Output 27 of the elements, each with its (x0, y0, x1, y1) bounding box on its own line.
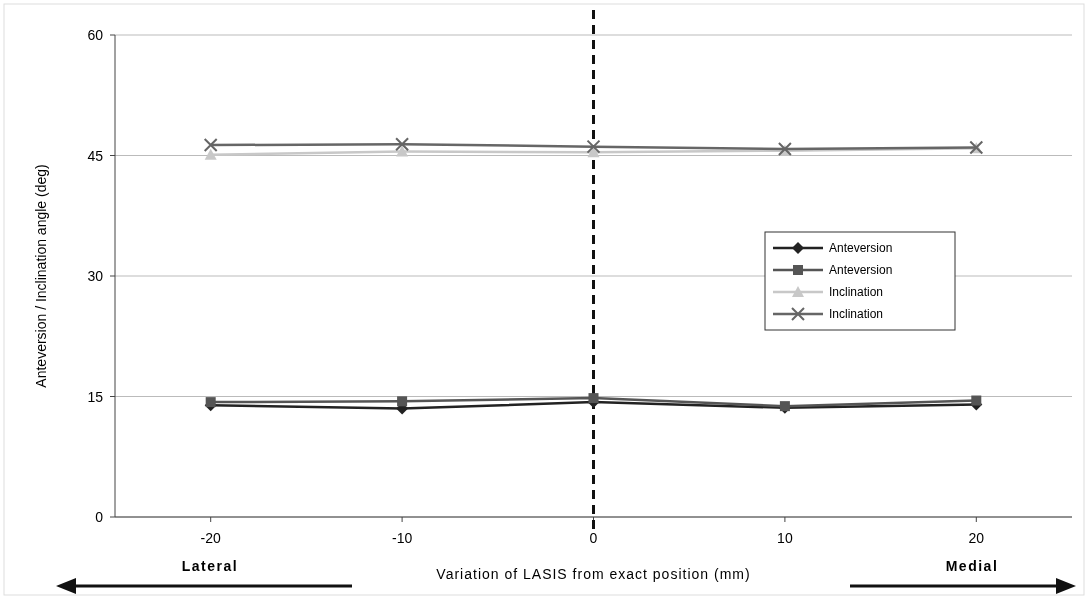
point (204, 148, 217, 160)
point (588, 393, 599, 404)
y-tick-label: 0 (95, 509, 104, 525)
text: Lateral (181, 558, 239, 574)
x-tick-label: 20 (968, 530, 985, 546)
point (396, 145, 409, 157)
point (971, 395, 982, 406)
point (395, 137, 410, 152)
y-tick-label: 15 (87, 388, 104, 405)
legend-label: Anteversion (829, 241, 893, 255)
point (203, 138, 218, 153)
x-tick-label: -20 (200, 530, 222, 546)
x-tick-label: -10 (391, 530, 413, 546)
text: Medial (945, 558, 999, 574)
point (205, 397, 216, 408)
y-axis-title: Anteversion / Inclination angle (deg) (33, 164, 49, 388)
x-tick-label: 0 (589, 530, 598, 546)
y-tick-label: 30 (87, 268, 104, 284)
legend-label: Inclination (829, 285, 884, 299)
y-tick-label: 45 (87, 147, 104, 164)
point (586, 139, 601, 154)
point (397, 396, 408, 407)
x-tick-label: 10 (777, 530, 793, 546)
y-tick-label: 60 (87, 27, 104, 43)
legend-label: Inclination (829, 307, 884, 321)
x-axis-title: Variation of LASIS from exact position (mm) (436, 566, 751, 582)
legend-label: Anteversion (829, 263, 893, 277)
